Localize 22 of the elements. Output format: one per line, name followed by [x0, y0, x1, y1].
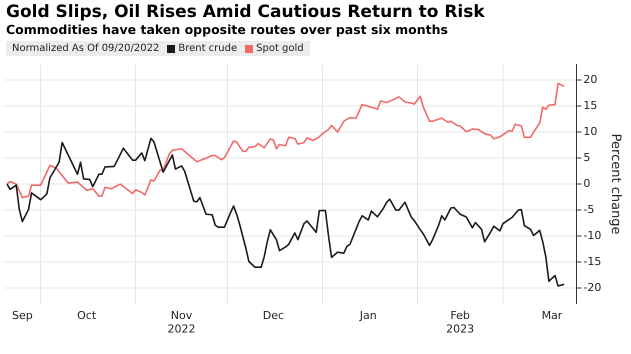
- legend-title: Normalized As Of 09/20/2022: [12, 43, 160, 54]
- y-tick-label: 5: [583, 150, 590, 164]
- legend-label: Brent crude: [178, 43, 238, 54]
- x-tick-label: Nov 2022: [168, 309, 196, 336]
- y-tick-label: -5: [583, 202, 594, 216]
- x-tick-label: Oct: [77, 309, 97, 322]
- y-axis-title: Percent change: [608, 134, 623, 235]
- x-tick-label: Dec: [262, 309, 284, 322]
- legend-label: Spot gold: [256, 43, 304, 54]
- x-tick-label: Mar: [542, 309, 563, 322]
- chart-title: Gold Slips, Oil Rises Amid Cautious Return to Risk: [5, 1, 486, 22]
- x-tick-label: Jan: [358, 309, 377, 322]
- x-tick-label: Sep: [12, 309, 33, 322]
- y-tick-label: 20: [583, 73, 598, 86]
- y-tick-label: 10: [583, 125, 598, 138]
- y-tick-label: -10: [583, 228, 602, 242]
- x-tick-label: Feb 2023: [446, 309, 474, 336]
- y-tick-label: 15: [583, 99, 598, 112]
- y-tick-label: -20: [583, 280, 602, 294]
- chart-subtitle: Commodities have taken opposite routes over past six months: [5, 22, 449, 38]
- y-tick-label: 0: [583, 176, 590, 190]
- y-tick-label: -15: [583, 254, 602, 268]
